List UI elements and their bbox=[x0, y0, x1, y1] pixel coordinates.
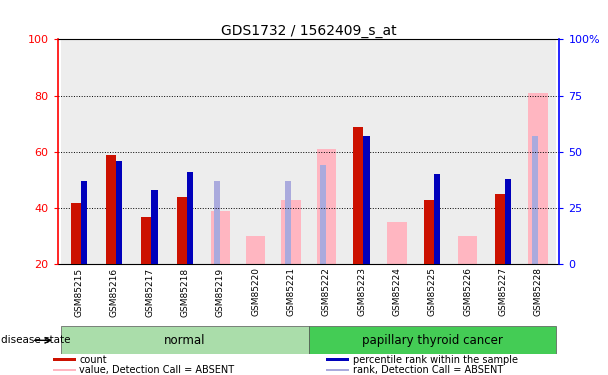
Bar bbox=[202, 39, 238, 264]
Bar bbox=[210, 211, 230, 264]
Bar bbox=[273, 39, 308, 264]
Text: GSM85225: GSM85225 bbox=[427, 267, 437, 316]
Bar bbox=[71, 202, 81, 264]
Bar bbox=[61, 39, 97, 264]
Bar bbox=[151, 190, 157, 264]
Bar bbox=[81, 181, 87, 264]
Text: GSM85226: GSM85226 bbox=[463, 267, 472, 316]
Text: GSM85216: GSM85216 bbox=[110, 267, 119, 316]
Bar bbox=[364, 136, 370, 264]
Bar bbox=[308, 326, 556, 354]
Bar bbox=[326, 369, 350, 371]
Text: GSM85224: GSM85224 bbox=[392, 267, 401, 316]
Text: disease state: disease state bbox=[1, 335, 70, 345]
Bar bbox=[61, 326, 308, 354]
Text: GSM85222: GSM85222 bbox=[322, 267, 331, 316]
Text: GSM85219: GSM85219 bbox=[216, 267, 225, 316]
Bar bbox=[458, 236, 477, 264]
Bar bbox=[528, 93, 548, 264]
Title: GDS1732 / 1562409_s_at: GDS1732 / 1562409_s_at bbox=[221, 24, 396, 38]
Bar bbox=[53, 369, 76, 371]
Text: GSM85218: GSM85218 bbox=[181, 267, 190, 316]
Bar bbox=[116, 161, 122, 264]
Bar bbox=[434, 174, 440, 264]
Text: GSM85215: GSM85215 bbox=[74, 267, 83, 316]
Bar bbox=[379, 39, 415, 264]
Text: GSM85228: GSM85228 bbox=[534, 267, 543, 316]
Bar bbox=[187, 172, 193, 264]
Bar bbox=[450, 39, 485, 264]
Text: GSM85217: GSM85217 bbox=[145, 267, 154, 316]
Bar bbox=[308, 39, 344, 264]
Bar bbox=[532, 136, 538, 264]
Text: GSM85223: GSM85223 bbox=[357, 267, 366, 316]
Text: GSM85221: GSM85221 bbox=[286, 267, 295, 316]
Text: normal: normal bbox=[164, 334, 206, 347]
Bar bbox=[106, 154, 116, 264]
Bar bbox=[320, 165, 326, 264]
Bar bbox=[495, 194, 505, 264]
Text: percentile rank within the sample: percentile rank within the sample bbox=[353, 354, 518, 364]
Text: GSM85227: GSM85227 bbox=[499, 267, 507, 316]
Bar bbox=[214, 181, 220, 264]
Bar bbox=[424, 200, 434, 264]
Text: rank, Detection Call = ABSENT: rank, Detection Call = ABSENT bbox=[353, 365, 503, 375]
Text: papillary thyroid cancer: papillary thyroid cancer bbox=[362, 334, 503, 347]
Bar bbox=[177, 197, 187, 264]
Bar bbox=[353, 127, 364, 264]
Bar bbox=[238, 39, 273, 264]
Bar bbox=[505, 179, 511, 264]
Bar bbox=[167, 39, 202, 264]
Bar bbox=[142, 217, 151, 264]
Text: value, Detection Call = ABSENT: value, Detection Call = ABSENT bbox=[79, 365, 234, 375]
Bar bbox=[387, 222, 407, 264]
Bar bbox=[97, 39, 132, 264]
Bar bbox=[281, 200, 300, 264]
Bar bbox=[246, 236, 265, 264]
Text: GSM85220: GSM85220 bbox=[251, 267, 260, 316]
Bar bbox=[317, 149, 336, 264]
Bar bbox=[485, 39, 520, 264]
Bar bbox=[326, 358, 350, 361]
Bar bbox=[344, 39, 379, 264]
Text: count: count bbox=[79, 354, 107, 364]
Bar bbox=[285, 181, 291, 264]
Bar bbox=[53, 358, 76, 361]
Bar bbox=[520, 39, 556, 264]
Bar bbox=[132, 39, 167, 264]
Bar bbox=[415, 39, 450, 264]
